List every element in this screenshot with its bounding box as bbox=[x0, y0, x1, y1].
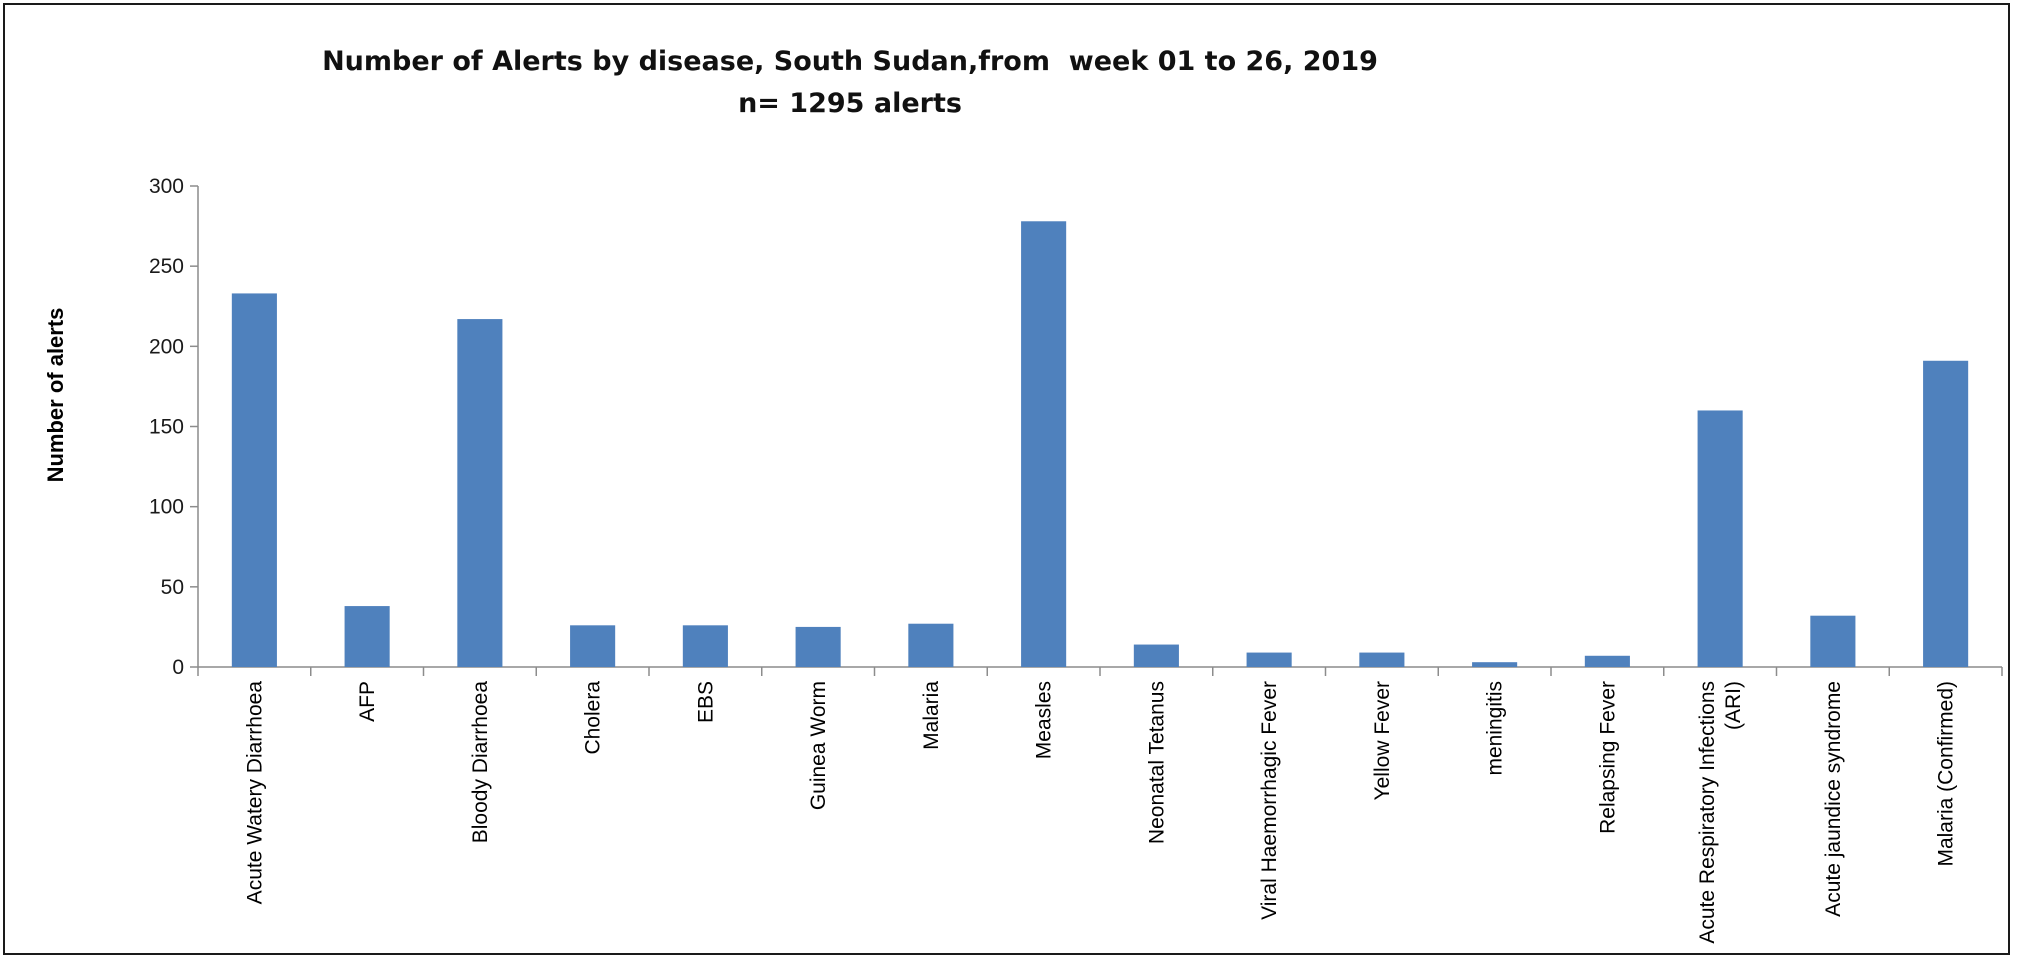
x-category-label: Malaria (Confirmed) bbox=[1935, 681, 1958, 867]
bar bbox=[908, 623, 954, 667]
x-category-label: EBS bbox=[694, 681, 717, 723]
bar bbox=[231, 293, 277, 667]
y-axis-label: Number of alerts bbox=[43, 308, 68, 483]
x-category-label: Acute jaundice syndrome bbox=[1822, 681, 1845, 917]
bar bbox=[457, 319, 503, 667]
y-tick-label: 150 bbox=[149, 416, 184, 439]
bar bbox=[1697, 410, 1743, 667]
y-tick-label: 200 bbox=[149, 335, 184, 358]
bar bbox=[795, 626, 841, 667]
x-category-label: Bloody Diarrhoea bbox=[469, 681, 492, 844]
x-category-label: Acute Watery Diarrhoea bbox=[243, 681, 266, 905]
y-tick-label: 50 bbox=[161, 576, 184, 599]
bar bbox=[682, 625, 728, 667]
bar bbox=[1133, 644, 1179, 667]
y-tick-label: 100 bbox=[149, 496, 184, 519]
y-tick-label: 0 bbox=[172, 656, 184, 679]
x-category-label: Malaria bbox=[920, 681, 943, 750]
bar bbox=[1359, 652, 1405, 667]
y-tick-label: 300 bbox=[149, 175, 184, 198]
bar bbox=[1810, 615, 1856, 667]
x-category-label: meningitis bbox=[1484, 681, 1507, 776]
x-category-label: Neonatal Tetanus bbox=[1145, 681, 1168, 844]
chart-frame bbox=[3, 3, 2010, 955]
labels: Acute Watery Diarrhoea AFP Bloody Diarrhoe… bbox=[243, 681, 1957, 944]
bar bbox=[1584, 655, 1630, 667]
x-category-label: Yellow Fever bbox=[1371, 681, 1394, 800]
bars bbox=[231, 221, 1969, 668]
bar bbox=[344, 606, 390, 667]
bar bbox=[1021, 221, 1067, 668]
chart-subtitle: n= 1295 alerts bbox=[738, 88, 962, 119]
x-category-label: Measles bbox=[1033, 681, 1056, 759]
x-category-label: AFP bbox=[356, 681, 379, 722]
y-tick-label: 250 bbox=[149, 255, 184, 278]
x-category-label: Acute Respiratory Infections bbox=[1696, 681, 1719, 944]
x-category-label: Relapsing Fever bbox=[1596, 681, 1619, 834]
x-category-label: Cholera bbox=[582, 681, 605, 755]
bar bbox=[570, 625, 616, 667]
x-category-label: Viral Haemorrhagic Fever bbox=[1258, 681, 1281, 920]
bar bbox=[1246, 652, 1292, 667]
x-category-label: Guinea Worm bbox=[807, 681, 830, 810]
x-category-label: (ARI) bbox=[1722, 681, 1745, 730]
chart-title: Number of Alerts by disease, South Sudan… bbox=[322, 46, 1378, 77]
bar bbox=[1472, 662, 1518, 667]
bar bbox=[1923, 360, 1969, 667]
